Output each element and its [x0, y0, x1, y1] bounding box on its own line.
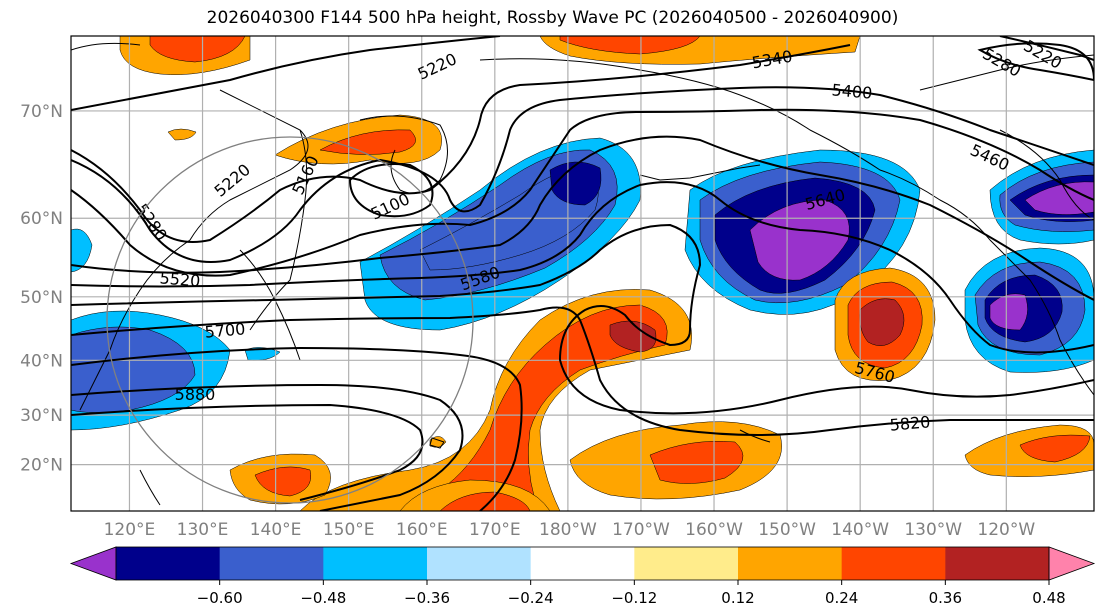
- longitude-label: 130°W: [904, 520, 962, 540]
- colorbar-segment: [530, 547, 635, 580]
- contour-line: [71, 223, 1094, 415]
- contour-line: [71, 403, 424, 501]
- latitude-label: 40°N: [20, 351, 63, 371]
- coastlines: [71, 42, 1094, 506]
- anomaly-region: [609, 320, 657, 353]
- contour-line: [999, 36, 1094, 61]
- contour-line: [71, 86, 1094, 263]
- contour-line: [71, 36, 501, 111]
- anomaly-region: [859, 298, 905, 346]
- anomaly-region: [439, 304, 668, 501]
- anomaly-region: [549, 161, 602, 206]
- contour-label-text: 5820: [889, 412, 931, 434]
- anomaly-region: [649, 440, 744, 484]
- longitude-label: 120°W: [977, 520, 1035, 540]
- colorbar-segment: [427, 547, 532, 580]
- latitude-label: 30°N: [20, 406, 63, 426]
- colorbar-segment: [116, 547, 221, 580]
- contour-label-text: 5520: [159, 268, 201, 290]
- colorbar-outline: [115, 546, 1050, 581]
- contour-line: [71, 346, 523, 511]
- longitude-label: 160°E: [396, 520, 448, 540]
- longitude-labels: 120°E 130°E 140°E 150°E 160°E 170°E 180°W 170°W…: [104, 520, 1036, 540]
- latitude-labels: 70°N 60°N 50°N 40°N 30°N 20°N: [20, 102, 63, 476]
- colorbar-tick-label: 0.12: [721, 589, 754, 604]
- latitude-label: 60°N: [20, 209, 63, 229]
- longitude-label: 170°W: [612, 520, 670, 540]
- anomaly-shading: [71, 36, 1094, 511]
- colorbar-tick-label: −0.48: [300, 589, 346, 604]
- colorbar-segment: [219, 547, 324, 580]
- anomaly-region: [71, 228, 93, 273]
- colorbar-segment: [738, 547, 843, 580]
- anomaly-region: [1019, 434, 1091, 463]
- colorbar-tick-label: −0.36: [404, 589, 450, 604]
- contour-line: [71, 44, 851, 243]
- colorbar-tick-label: −0.24: [508, 589, 554, 604]
- colorbar-tick-label: −0.60: [197, 589, 243, 604]
- colorbar-segment: [634, 547, 739, 580]
- colorbar-tick-label: −0.12: [611, 589, 657, 604]
- colorbar: −0.60 −0.48 −0.36 −0.24 −0.12 0.12 0.24 0.36 0.4…: [69, 546, 1096, 604]
- height-contours: [71, 36, 1094, 511]
- colorbar-extend-low: [69, 546, 117, 581]
- longitude-label: 150°E: [323, 520, 375, 540]
- anomaly-region: [749, 199, 850, 281]
- anomaly-region: [989, 293, 1028, 331]
- anomaly-region: [254, 466, 312, 497]
- longitude-label: 160°W: [685, 520, 743, 540]
- colorbar-tick-label: 0.24: [825, 589, 858, 604]
- longitude-label: 120°E: [104, 520, 156, 540]
- longitude-label: 170°E: [469, 520, 521, 540]
- longitude-label: 130°E: [177, 520, 229, 540]
- contour-label-text: 5400: [831, 80, 873, 102]
- contour-line: [71, 383, 464, 511]
- contour-line: [71, 306, 1094, 436]
- view-circle: [106, 136, 474, 504]
- contour-line: [71, 181, 1094, 354]
- anomaly-region: [319, 129, 416, 155]
- colorbar-extend-high: [1048, 546, 1096, 581]
- longitude-label: 150°W: [758, 520, 816, 540]
- latitude-label: 20°N: [20, 456, 63, 476]
- colorbar-segment: [841, 547, 946, 580]
- contour-label: 5520: [159, 268, 201, 290]
- latitude-label: 70°N: [20, 102, 63, 122]
- map-frame: [70, 35, 1095, 512]
- colorbar-tick-label: 0.36: [929, 589, 962, 604]
- map-title: 2026040300 F144 500 hPa height, Rossby W…: [206, 8, 899, 28]
- anomaly-region: [149, 36, 246, 63]
- contour-line: [71, 108, 1094, 277]
- colorbar-segment: [945, 547, 1050, 580]
- contour-label: 5880: [175, 385, 216, 404]
- anomaly-region: [167, 128, 197, 141]
- latitude-label: 50°N: [20, 288, 63, 308]
- anomaly-region: [559, 36, 701, 55]
- map-background: [71, 36, 1094, 511]
- contour-label: 5820: [889, 412, 931, 434]
- contour-line: [348, 163, 434, 218]
- contour-label-text: 5700: [204, 319, 246, 341]
- longitude-label: 140°W: [831, 520, 889, 540]
- colorbar-segment: [323, 547, 428, 580]
- contour-label: 5700: [204, 319, 246, 341]
- contour-label: 5400: [831, 80, 873, 102]
- contour-label-text: 5880: [175, 385, 216, 404]
- colorbar-tick-label: 0.48: [1032, 589, 1065, 604]
- contour-line: [71, 135, 1094, 301]
- longitude-label: 140°E: [250, 520, 302, 540]
- longitude-label: 180°W: [539, 520, 597, 540]
